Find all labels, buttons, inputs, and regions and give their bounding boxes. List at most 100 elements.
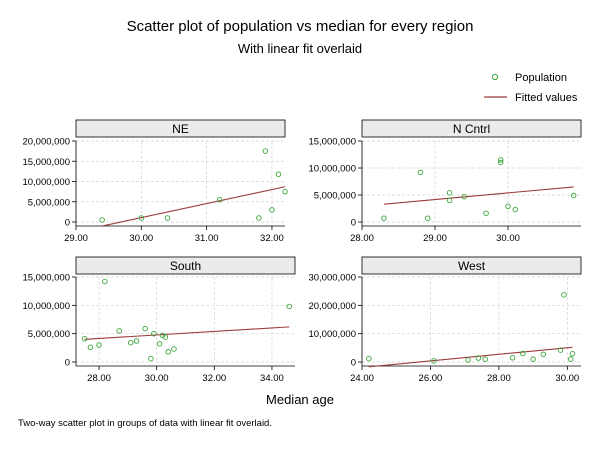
y-tick-label: 30,000,000 bbox=[308, 273, 356, 284]
y-tick-label: 10,000,000 bbox=[308, 164, 356, 175]
data-point bbox=[87, 344, 94, 351]
data-point bbox=[216, 196, 223, 203]
x-tick-label: 29.00 bbox=[423, 233, 447, 244]
data-point bbox=[570, 192, 577, 199]
data-point bbox=[465, 357, 471, 363]
y-tick-label: 20,000,000 bbox=[22, 137, 70, 148]
y-tick-label: 5,000,000 bbox=[28, 197, 70, 208]
panel-south: South 0 5,000,000 10,000,000 15,000,000 28.00… bbox=[22, 256, 296, 384]
data-point bbox=[417, 169, 424, 176]
panel-header bbox=[361, 256, 582, 275]
data-point bbox=[142, 325, 148, 332]
data-point bbox=[133, 338, 140, 344]
data-point bbox=[475, 355, 482, 361]
y-tick-label: 10,000,000 bbox=[22, 177, 70, 188]
data-point bbox=[446, 190, 453, 196]
panel-header-label: N Cntrl bbox=[453, 122, 490, 136]
data-point bbox=[138, 215, 145, 221]
y-tick-label: 0 bbox=[65, 218, 70, 229]
y-tick-label: 15,000,000 bbox=[22, 273, 70, 284]
x-tick-label: 30.00 bbox=[129, 233, 153, 244]
data-point bbox=[102, 278, 108, 285]
data-point bbox=[366, 355, 372, 362]
panel-header-label: South bbox=[170, 259, 201, 273]
data-point bbox=[557, 347, 564, 353]
data-point bbox=[81, 336, 88, 342]
data-point bbox=[446, 197, 453, 204]
legend-label-fitted: Fitted values bbox=[515, 92, 578, 104]
data-point bbox=[99, 217, 105, 223]
data-point bbox=[269, 207, 275, 213]
panel-header bbox=[75, 119, 286, 138]
data-point bbox=[171, 346, 177, 352]
x-axis-label: Median age bbox=[266, 392, 334, 407]
x-tick-label: 31.00 bbox=[195, 233, 219, 244]
fit-line bbox=[84, 326, 290, 340]
data-point bbox=[461, 193, 467, 200]
data-point bbox=[561, 292, 567, 298]
x-tick-label: 26.00 bbox=[419, 373, 443, 384]
data-point bbox=[96, 342, 102, 348]
panel-header bbox=[361, 119, 582, 138]
x-tick-label: 28.00 bbox=[350, 233, 374, 244]
x-tick-label: 34.00 bbox=[260, 373, 284, 384]
x-tick-label: 28.00 bbox=[87, 373, 111, 384]
data-point bbox=[381, 215, 387, 221]
data-point bbox=[148, 355, 154, 362]
y-tick-label: 0 bbox=[351, 358, 356, 369]
data-point bbox=[127, 339, 134, 346]
y-tick-label: 20,000,000 bbox=[308, 301, 356, 312]
data-point bbox=[530, 356, 536, 362]
y-tick-label: 0 bbox=[351, 218, 356, 229]
caption: Two-way scatter plot in groups of data w… bbox=[18, 418, 272, 429]
data-point bbox=[162, 334, 169, 340]
fit-line bbox=[368, 346, 573, 368]
x-tick-label: 29.00 bbox=[64, 233, 88, 244]
data-point bbox=[505, 203, 511, 210]
y-tick-label: 15,000,000 bbox=[308, 137, 356, 148]
data-point bbox=[156, 341, 163, 347]
panel-n-cntrl: N Cntrl 0 5,000,000 10,000,000 15,000,000 28.… bbox=[308, 119, 582, 244]
panel-ne: NE 0 5,000,000 10,000,000 15,000,000 20,000,0… bbox=[22, 119, 288, 244]
x-tick-label: 32.00 bbox=[260, 233, 284, 244]
x-tick-label: 30.00 bbox=[145, 373, 169, 384]
data-point bbox=[497, 157, 504, 163]
panel-header-label: West bbox=[458, 259, 486, 273]
data-point bbox=[159, 332, 166, 339]
fit-line bbox=[102, 186, 286, 227]
panel-header-label: NE bbox=[172, 122, 189, 136]
data-point bbox=[509, 355, 516, 361]
data-point bbox=[151, 330, 157, 337]
data-point bbox=[282, 188, 288, 195]
data-point bbox=[116, 328, 122, 334]
data-point bbox=[165, 349, 171, 355]
data-point bbox=[275, 171, 282, 177]
x-tick-label: 28.00 bbox=[487, 373, 511, 384]
y-tick-label: 5,000,000 bbox=[314, 191, 356, 202]
data-point bbox=[164, 215, 171, 221]
data-point bbox=[256, 215, 262, 221]
legend-marker-population bbox=[491, 73, 499, 81]
data-point bbox=[286, 303, 292, 310]
data-point bbox=[540, 351, 547, 358]
data-point bbox=[424, 215, 431, 221]
data-point bbox=[567, 356, 574, 362]
data-point bbox=[512, 206, 519, 213]
panel-west: West 0 10,000,000 20,000,000 30,000,000 24.00… bbox=[308, 256, 582, 384]
x-tick-label: 32.00 bbox=[202, 373, 226, 384]
panel-header bbox=[75, 256, 296, 275]
chart-title: Scatter plot of population vs median for… bbox=[127, 18, 474, 35]
fit-line bbox=[383, 186, 574, 205]
data-point bbox=[483, 210, 489, 217]
x-tick-label: 30.00 bbox=[496, 233, 520, 244]
x-tick-label: 30.00 bbox=[555, 373, 579, 384]
data-point bbox=[569, 351, 576, 357]
y-tick-label: 10,000,000 bbox=[22, 301, 70, 312]
x-tick-label: 24.00 bbox=[350, 373, 374, 384]
data-point bbox=[520, 350, 526, 357]
data-point bbox=[497, 159, 504, 166]
legend-label-population: Population bbox=[515, 72, 567, 84]
chart-subtitle: With linear fit overlaid bbox=[238, 41, 362, 56]
legend: Population Fitted values bbox=[484, 72, 578, 104]
